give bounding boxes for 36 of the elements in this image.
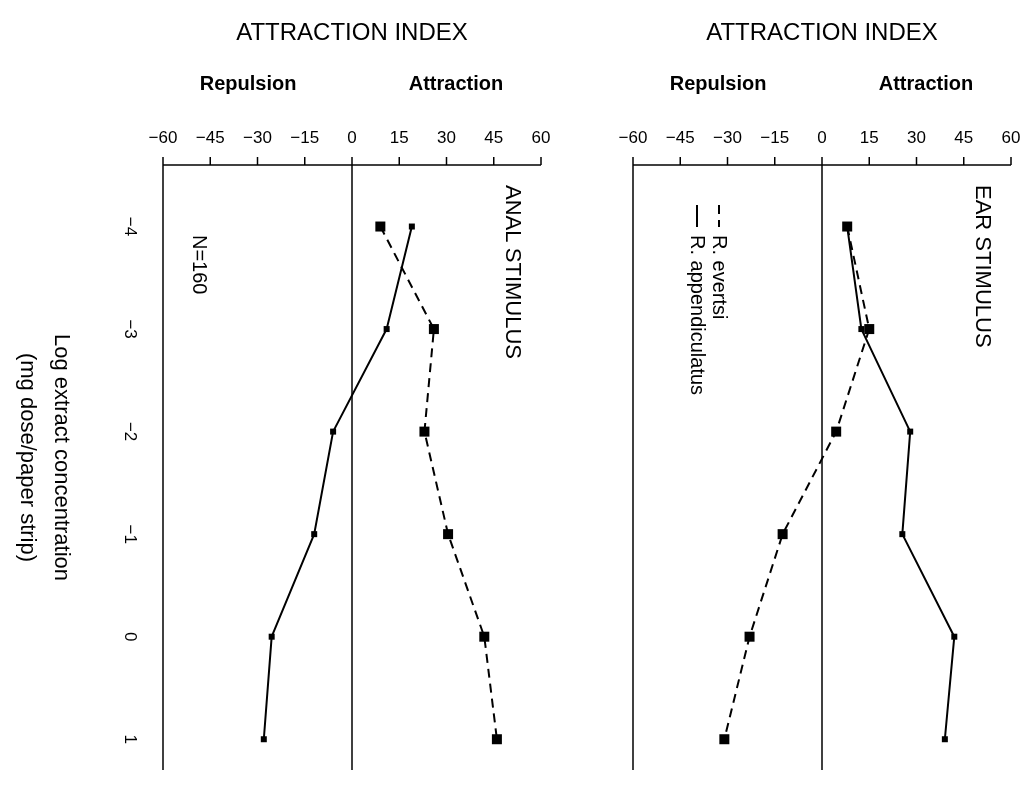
text: Repulsion (669, 72, 767, 94)
text: Attraction (408, 72, 504, 94)
text: Repulsion (199, 72, 297, 94)
x-tick-label: −60 (148, 128, 178, 147)
x-tick-label: −45 (665, 128, 695, 147)
y-tick-label: −1 (121, 524, 140, 544)
x-tick-label: −30 (243, 128, 272, 147)
annotation: N=160 (189, 235, 211, 295)
x-tick-label: 15 (859, 128, 879, 147)
x-tick-label: −15 (290, 128, 320, 147)
y-tick-label: 1 (121, 734, 140, 744)
x-tick-label: 30 (437, 128, 456, 147)
x-tick-label: 15 (389, 128, 409, 147)
text: EAR STIMULUS (971, 185, 996, 348)
y-tick-label: −3 (121, 319, 140, 339)
text: ANAL STIMULUS (501, 185, 526, 360)
x-tick-label: −60 (618, 128, 648, 147)
text: Attraction (878, 72, 974, 94)
y-tick-label: −4 (121, 216, 140, 237)
x-tick-label: 60 (1001, 128, 1021, 147)
y-tick-label: −2 (121, 421, 140, 442)
x-tick-label: −15 (760, 128, 790, 147)
x-tick-label: 60 (531, 128, 551, 147)
x-tick-label: 45 (954, 128, 974, 147)
x-tick-label: 0 (817, 128, 827, 147)
x-tick-label: −30 (713, 128, 742, 147)
x-tick-label: −45 (195, 128, 225, 147)
x-tick-label: 0 (347, 128, 357, 147)
legend-label: R. appendiculatus (687, 235, 709, 396)
x-axis-title: ATTRACTION INDEX (706, 18, 938, 45)
x-axis-title: ATTRACTION INDEX (236, 18, 468, 45)
y-axis-title: Log extract concentration (mg dose/paper strip) (16, 333, 75, 582)
y-tick-label: 0 (121, 631, 140, 642)
legend-label: R. evertsi (709, 235, 731, 320)
x-tick-label: 30 (907, 128, 926, 147)
x-tick-label: 45 (484, 128, 504, 147)
